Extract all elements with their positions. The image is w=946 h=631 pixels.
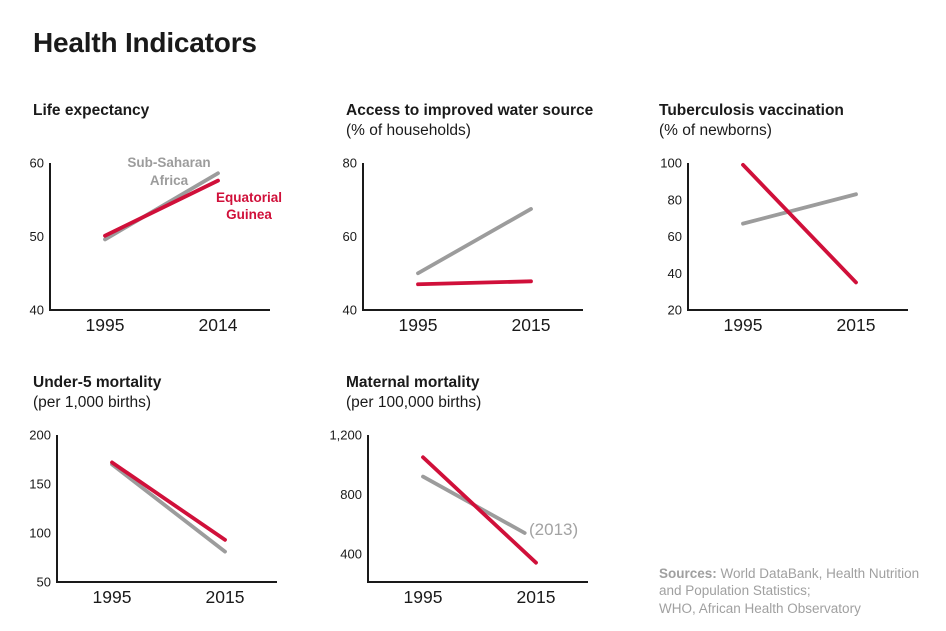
sources-line-1: Sources: World DataBank, Health Nutritio… [659, 565, 941, 583]
tuberculosis-chart: 20 40 60 80 100 1995 2015 [628, 153, 928, 349]
svg-text:1995: 1995 [399, 315, 438, 335]
svg-text:40: 40 [668, 266, 682, 281]
svg-text:2015: 2015 [512, 315, 551, 335]
chart-subtitle: (per 100,000 births) [346, 394, 482, 411]
svg-text:50: 50 [37, 575, 51, 590]
chart-title: Life expectancy [33, 102, 150, 119]
water-source-figure: Access to improved water source (% of ho… [315, 101, 628, 349]
page-title: Health Indicators [33, 27, 257, 58]
under5-mortality-chart: 50 100 150 200 1995 2015 [2, 425, 302, 621]
svg-text:2015: 2015 [206, 587, 245, 607]
svg-text:1995: 1995 [404, 587, 443, 607]
life-expectancy-chart: 40 50 60 1995 2014 Sub-Saharan Africa Equatoria… [2, 153, 302, 349]
svg-text:1995: 1995 [724, 315, 763, 335]
svg-text:100: 100 [660, 156, 682, 171]
svg-text:50: 50 [30, 229, 44, 244]
svg-text:40: 40 [30, 303, 44, 318]
svg-text:80: 80 [343, 156, 357, 171]
chart-subtitle: (% of households) [346, 122, 471, 139]
svg-text:Equatorial: Equatorial [216, 190, 282, 205]
svg-text:800: 800 [340, 487, 362, 502]
sources-text-1: World DataBank, Health Nutrition [720, 565, 920, 581]
under5-mortality-figure: Under-5 mortality (per 1,000 births) 50 1… [2, 373, 315, 621]
svg-text:60: 60 [30, 156, 44, 171]
svg-text:100: 100 [29, 526, 51, 541]
svg-text:Africa: Africa [150, 173, 189, 188]
svg-text:2015: 2015 [837, 315, 876, 335]
chart-caption: Tuberculosis vaccination (% of newborns) [659, 101, 941, 153]
svg-text:Sub-Saharan: Sub-Saharan [127, 155, 210, 170]
svg-text:1995: 1995 [86, 315, 125, 335]
chart-title: Under-5 mortality [33, 374, 162, 391]
svg-text:2015: 2015 [517, 587, 556, 607]
chart-caption: Life expectancy [33, 101, 315, 153]
svg-text:150: 150 [29, 477, 51, 492]
chart-title: Tuberculosis vaccination [659, 102, 844, 119]
svg-text:1,200: 1,200 [329, 428, 362, 443]
chart-subtitle: (per 1,000 births) [33, 394, 152, 411]
charts-grid: Life expectancy 40 50 60 1995 2014 Sub-Sahara… [2, 101, 946, 621]
chart-title: Access to improved water source [346, 102, 594, 119]
chart-caption: Maternal mortality (per 100,000 births) [346, 373, 628, 425]
svg-text:200: 200 [29, 428, 51, 443]
svg-text:60: 60 [668, 229, 682, 244]
svg-text:80: 80 [668, 192, 682, 207]
sources-line-2: and Population Statistics; [659, 583, 811, 598]
svg-text:1995: 1995 [93, 587, 132, 607]
sources-note: Sources: World DataBank, Health Nutritio… [659, 373, 941, 621]
sources-label: Sources: [659, 565, 717, 581]
svg-text:20: 20 [668, 303, 682, 318]
svg-text:400: 400 [340, 546, 362, 561]
svg-text:(2013): (2013) [529, 520, 578, 539]
water-source-chart: 40 60 80 1995 2015 [315, 153, 615, 349]
chart-caption: Under-5 mortality (per 1,000 births) [33, 373, 315, 425]
chart-subtitle: (% of newborns) [659, 122, 772, 139]
svg-text:2014: 2014 [199, 315, 238, 335]
maternal-mortality-figure: Maternal mortality (per 100,000 births) … [315, 373, 628, 621]
life-expectancy-figure: Life expectancy 40 50 60 1995 2014 Sub-Sahara… [2, 101, 315, 349]
tuberculosis-figure: Tuberculosis vaccination (% of newborns)… [628, 101, 941, 349]
svg-text:Guinea: Guinea [226, 207, 272, 222]
sources-line-3: WHO, African Health Observatory [659, 600, 861, 616]
chart-title: Maternal mortality [346, 374, 480, 391]
svg-text:40: 40 [343, 303, 357, 318]
svg-text:60: 60 [343, 229, 357, 244]
chart-caption: Access to improved water source (% of ho… [346, 101, 628, 153]
maternal-mortality-chart: 400 800 1,200 1995 2015 (2013) [315, 425, 615, 621]
